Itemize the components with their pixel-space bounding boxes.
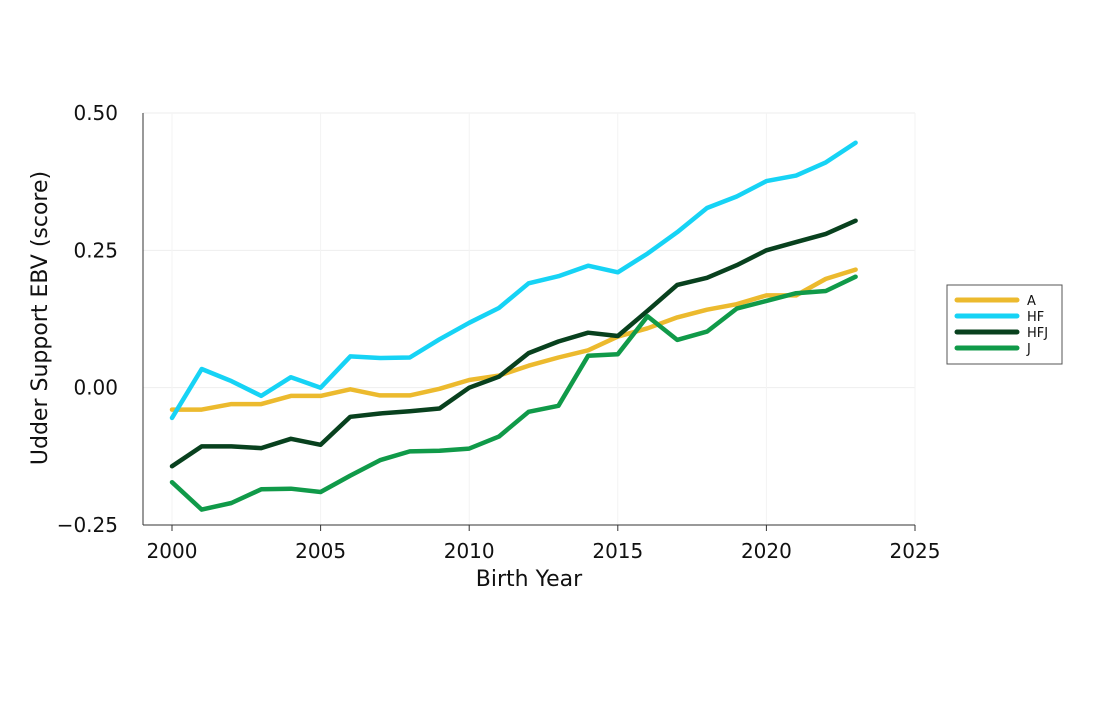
y-tick-label: 0.00: [73, 376, 118, 400]
x-tick-label: 2000: [147, 539, 198, 563]
x-tick-label: 2020: [741, 539, 792, 563]
y-axis-title: Udder Support EBV (score): [28, 171, 53, 465]
series-line-a: [169, 267, 858, 412]
y-tick-label: −0.25: [57, 513, 118, 537]
tick-labels: −0.25 0.00 0.25 0.50 2000 2005 2010 2015 2020 202…: [57, 101, 941, 563]
series-lines: [169, 140, 858, 512]
x-tick-label: 2005: [295, 539, 346, 563]
legend-label-a: A: [1027, 294, 1036, 309]
series-line-j: [169, 274, 858, 512]
series-line-hfj: [169, 218, 858, 469]
x-axis-title: Birth Year: [476, 567, 583, 592]
legend-label-hfj: HFJ: [1027, 326, 1048, 341]
x-tick-label: 2015: [592, 539, 643, 563]
x-tick-label: 2010: [444, 539, 495, 563]
series-line-hf: [169, 140, 858, 421]
legend-box: [946, 284, 1063, 365]
legend-label-j: J: [1026, 342, 1031, 357]
axes: [142, 113, 916, 531]
legend-label-hf: HF: [1027, 310, 1044, 325]
y-tick-label: 0.25: [73, 238, 118, 262]
x-tick-label: 2025: [890, 539, 941, 563]
y-tick-label: 0.50: [73, 101, 118, 125]
